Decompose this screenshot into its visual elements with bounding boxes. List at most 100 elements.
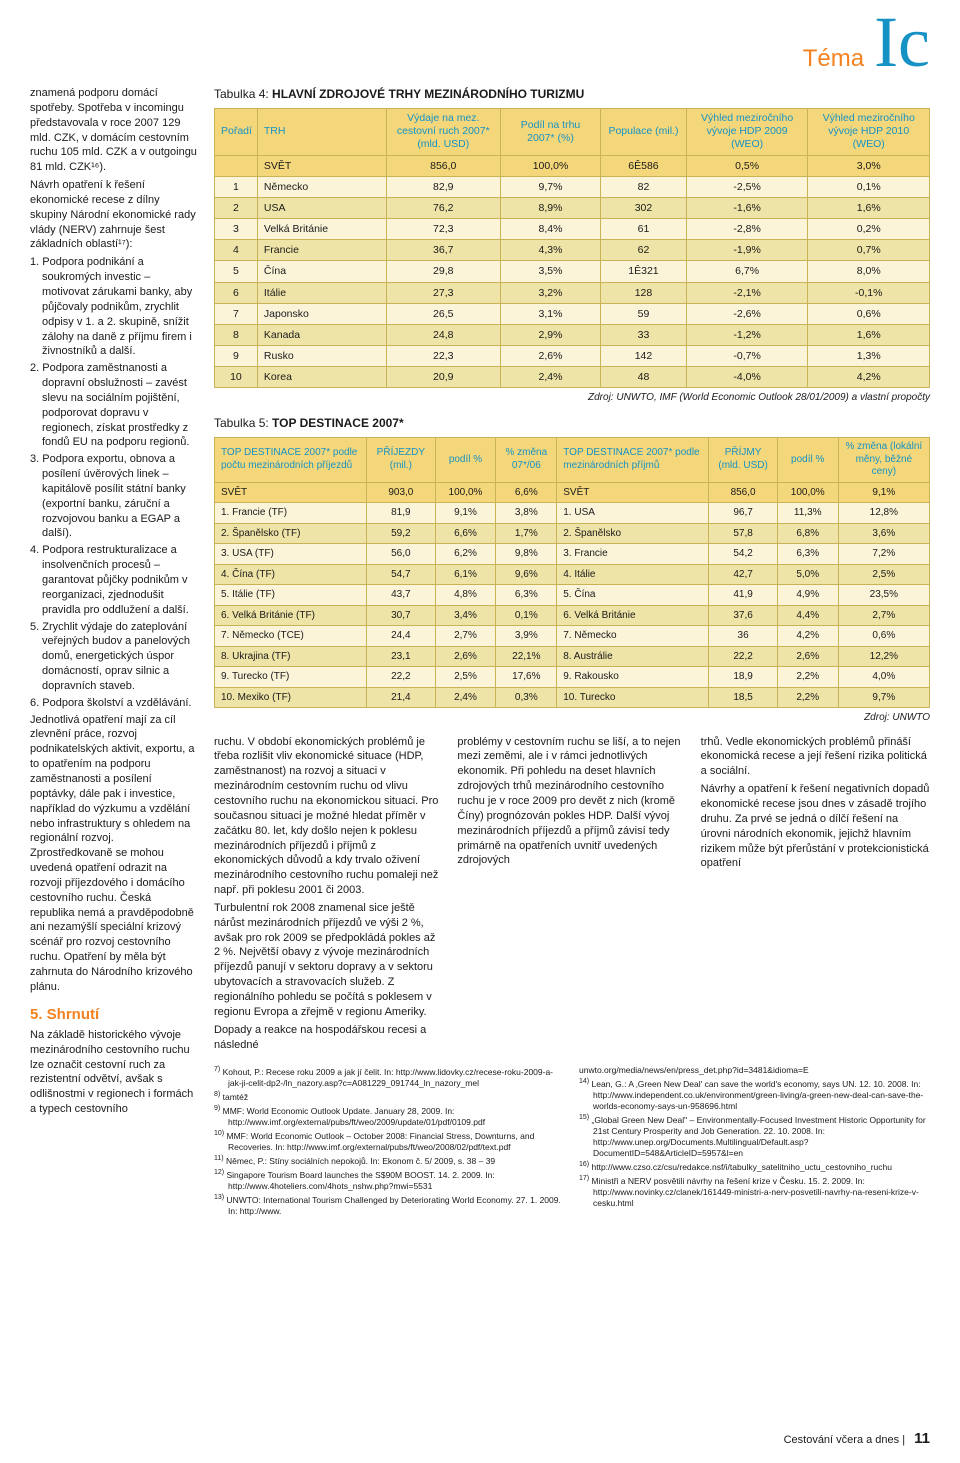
table-cell: 4,8% <box>435 585 496 606</box>
table-cell: 6. Velká Británie <box>557 605 709 626</box>
table-cell: 2. Španělsko <box>557 523 709 544</box>
body-c2-p1: problémy v cestovním ruchu se liší, a to… <box>457 735 686 869</box>
table-cell: 0,5% <box>686 155 808 176</box>
left-para-2: Návrh opatření k řešení ekonomické reces… <box>30 178 198 252</box>
table-cell: 100,0% <box>500 155 600 176</box>
table-cell: Francie <box>257 240 386 261</box>
reference-item: 9) MMF: World Economic Outlook Update. J… <box>214 1104 565 1128</box>
table-cell: 8 <box>215 324 258 345</box>
table-cell: 33 <box>601 324 687 345</box>
body-col-2: problémy v cestovním ruchu se liší, a to… <box>457 735 686 1056</box>
table5-header-row: TOP DESTINACE 2007* podle počtu mezináro… <box>215 438 930 483</box>
table4-th: Výdaje na mez. cestovní ruch 2007* (mld.… <box>386 109 500 155</box>
table-cell: 22,2 <box>709 646 777 667</box>
table-cell: 9,7% <box>500 176 600 197</box>
table5-th: podíl % <box>777 438 838 483</box>
left-list-item: Podpora exportu, obnova a posílení úvěro… <box>30 452 198 541</box>
table-cell: 7. Německo (TCE) <box>215 626 367 647</box>
table-cell: 3 <box>215 219 258 240</box>
table-cell: Itálie <box>257 282 386 303</box>
table-cell: 3. Francie <box>557 544 709 565</box>
body-c3-p1: trhů. Vedle ekonomických problémů přináš… <box>701 735 930 780</box>
reference-item: 11) Němec, P.: Stíny sociálních nepokojů… <box>214 1154 565 1167</box>
table-cell: 54,2 <box>709 544 777 565</box>
table-row: 8. Ukrajina (TF)23,12,6%22,1%8. Austráli… <box>215 646 930 667</box>
table-cell: -2,6% <box>686 303 808 324</box>
table-cell: 9,6% <box>496 564 557 585</box>
left-list-item: Podpora zaměstnanosti a dopravní obslužn… <box>30 361 198 450</box>
table-row: SVĚT856,0100,0%6Ê5860,5%3,0% <box>215 155 930 176</box>
left-ordered-list: Podpora podnikání a soukromých investic … <box>30 255 198 710</box>
table-cell: Japonsko <box>257 303 386 324</box>
table-cell <box>215 155 258 176</box>
table-row: 10Korea20,92,4%48-4,0%4,2% <box>215 367 930 388</box>
table-cell: 10. Turecko <box>557 687 709 708</box>
table-cell: 7,2% <box>838 544 929 565</box>
header-theme: Téma <box>803 43 864 75</box>
table-cell: 2,5% <box>435 667 496 688</box>
section-shrnuti: 5. Shrnutí <box>30 1005 198 1025</box>
references-left: 7) Kohout, P.: Recese roku 2009 a jak jí… <box>214 1065 565 1217</box>
table-cell: 43,7 <box>367 585 435 606</box>
left-list-item: Podpora podnikání a soukromých investic … <box>30 255 198 359</box>
table-cell: 8. Ukrajina (TF) <box>215 646 367 667</box>
table-cell: 0,2% <box>808 219 930 240</box>
table-cell: 856,0 <box>386 155 500 176</box>
table-cell: 18,9 <box>709 667 777 688</box>
table-cell: 1,6% <box>808 324 930 345</box>
table-cell: 2,7% <box>838 605 929 626</box>
table-cell: -2,8% <box>686 219 808 240</box>
table5-th: PŘÍJEZDY (mil.) <box>367 438 435 483</box>
table4-source: Zdroj: UNWTO, IMF (World Economic Outloo… <box>214 391 930 405</box>
table-cell: SVĚT <box>215 482 367 503</box>
left-para-1: znamená podporu domácí spotřeby. Spotřeb… <box>30 86 198 175</box>
table-cell: 42,7 <box>709 564 777 585</box>
footer-sep: | <box>902 1434 905 1446</box>
table-row: 7Japonsko26,53,1%59-2,6%0,6% <box>215 303 930 324</box>
table5-th: podíl % <box>435 438 496 483</box>
table-cell: 2,4% <box>435 687 496 708</box>
table-cell: USA <box>257 197 386 218</box>
table-cell: 5,0% <box>777 564 838 585</box>
table-cell: 17,6% <box>496 667 557 688</box>
table-5: TOP DESTINACE 2007* podle počtu mezináro… <box>214 437 930 708</box>
table-cell: 2,5% <box>838 564 929 585</box>
table-row: 5Čína29,83,5%1Ê3216,7%8,0% <box>215 261 930 282</box>
table-cell: 2,2% <box>777 667 838 688</box>
left-para-4: Na základě historického vývoje mezinárod… <box>30 1028 198 1117</box>
table5-th: TOP DESTINACE 2007* podle počtu mezináro… <box>215 438 367 483</box>
table-row: 7. Německo (TCE)24,42,7%3,9%7. Německo36… <box>215 626 930 647</box>
table-cell: -0,7% <box>686 346 808 367</box>
table-cell: 6,2% <box>435 544 496 565</box>
table-cell: 6,6% <box>435 523 496 544</box>
table5-th: PŘÍJMY (mld. USD) <box>709 438 777 483</box>
table-cell: 62 <box>601 240 687 261</box>
table-cell: Rusko <box>257 346 386 367</box>
table-cell: 27,3 <box>386 282 500 303</box>
table-row: 4. Čína (TF)54,76,1%9,6%4. Itálie42,75,0… <box>215 564 930 585</box>
table-row: 10. Mexiko (TF)21,42,4%0,3%10. Turecko18… <box>215 687 930 708</box>
table-cell: 0,1% <box>496 605 557 626</box>
table-cell: 22,3 <box>386 346 500 367</box>
table-cell: -1,6% <box>686 197 808 218</box>
table-cell: 30,7 <box>367 605 435 626</box>
body-col-3: trhů. Vedle ekonomických problémů přináš… <box>701 735 930 1056</box>
table-cell: 3,2% <box>500 282 600 303</box>
table-row: 5. Itálie (TF)43,74,8%6,3%5. Čína41,94,9… <box>215 585 930 606</box>
table-cell: 128 <box>601 282 687 303</box>
table-cell: -4,0% <box>686 367 808 388</box>
table5-body: SVĚT903,0100,0%6,6%SVĚT856,0100,0%9,1%1.… <box>215 482 930 708</box>
table-cell: 12,2% <box>838 646 929 667</box>
table-cell: 1. USA <box>557 503 709 524</box>
table-cell: 3,0% <box>808 155 930 176</box>
table-cell: 2,4% <box>500 367 600 388</box>
table-cell: 142 <box>601 346 687 367</box>
table-row: 2. Španělsko (TF)59,26,6%1,7%2. Španělsk… <box>215 523 930 544</box>
table4-th: Populace (mil.) <box>601 109 687 155</box>
table-cell: 59,2 <box>367 523 435 544</box>
reference-item: 8) tamtéž <box>214 1090 565 1103</box>
table-cell: -0,1% <box>808 282 930 303</box>
table4-body: SVĚT856,0100,0%6Ê5860,5%3,0%1Německo82,9… <box>215 155 930 388</box>
table-cell: 9,1% <box>838 482 929 503</box>
table-cell: 10. Mexiko (TF) <box>215 687 367 708</box>
